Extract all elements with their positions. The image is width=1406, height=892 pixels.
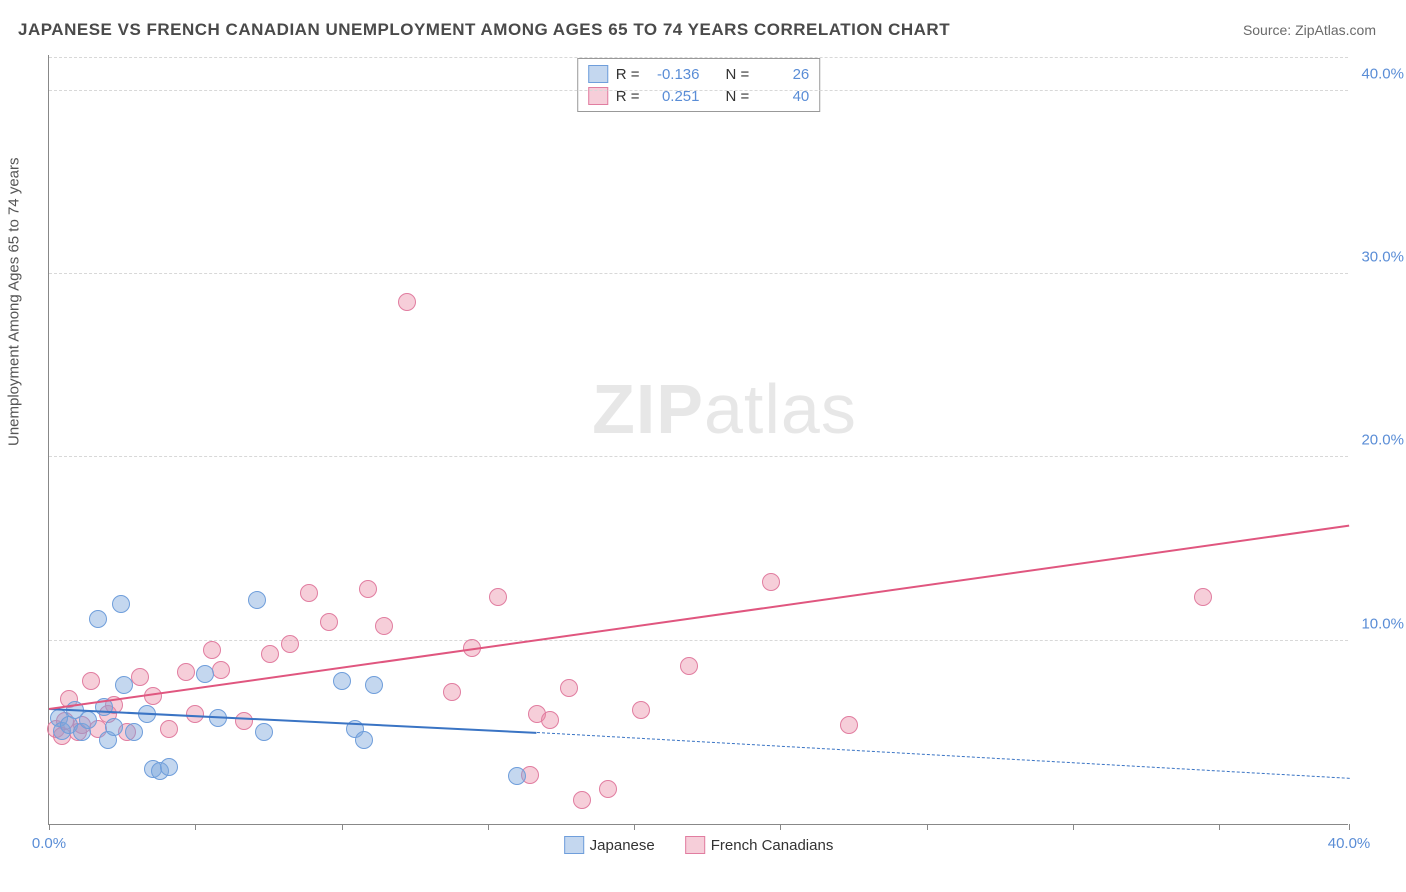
stats-row-japanese: R = -0.136 N = 26	[588, 63, 810, 85]
x-tick	[634, 824, 635, 830]
data-point	[1194, 588, 1212, 606]
r-value-japanese: -0.136	[648, 66, 700, 83]
data-point	[680, 657, 698, 675]
gridline-h	[49, 640, 1348, 641]
data-point	[365, 676, 383, 694]
legend-item-japanese: Japanese	[564, 836, 655, 854]
data-point	[79, 711, 97, 729]
data-point	[131, 668, 149, 686]
x-tick	[927, 824, 928, 830]
data-point	[281, 635, 299, 653]
data-point	[125, 723, 143, 741]
data-point	[203, 641, 221, 659]
x-tick	[342, 824, 343, 830]
x-tick	[1349, 824, 1350, 830]
data-point	[300, 584, 318, 602]
x-tick	[49, 824, 50, 830]
data-point	[112, 595, 130, 613]
data-point	[489, 588, 507, 606]
x-tick	[488, 824, 489, 830]
stats-row-french: R = 0.251 N = 40	[588, 85, 810, 107]
gridline-h	[49, 90, 1348, 91]
scatter-plot-area: ZIPatlas R = -0.136 N = 26 R = 0.251 N =…	[48, 55, 1348, 825]
trend-line	[49, 524, 1349, 709]
trend-line	[536, 732, 1349, 779]
x-tick	[780, 824, 781, 830]
watermark-rest: atlas	[704, 370, 857, 448]
legend-item-french: French Canadians	[685, 836, 834, 854]
y-tick-label: 30.0%	[1354, 249, 1404, 266]
data-point	[375, 617, 393, 635]
data-point	[248, 591, 266, 609]
source-attribution: Source: ZipAtlas.com	[1243, 22, 1376, 38]
n-value-japanese: 26	[757, 66, 809, 83]
watermark-bold: ZIP	[592, 370, 704, 448]
n-label: N =	[726, 66, 750, 83]
x-tick	[195, 824, 196, 830]
swatch-japanese	[588, 65, 608, 83]
gridline-h	[49, 57, 1348, 58]
x-tick	[1073, 824, 1074, 830]
data-point	[355, 731, 373, 749]
data-point	[632, 701, 650, 719]
data-point	[177, 663, 195, 681]
legend-label-japanese: Japanese	[590, 837, 655, 854]
x-tick-label: 0.0%	[32, 835, 66, 852]
data-point	[255, 723, 273, 741]
gridline-h	[49, 273, 1348, 274]
chart-title: JAPANESE VS FRENCH CANADIAN UNEMPLOYMENT…	[18, 20, 950, 40]
y-tick-label: 40.0%	[1354, 65, 1404, 82]
legend-label-french: French Canadians	[711, 837, 834, 854]
data-point	[333, 672, 351, 690]
data-point	[508, 767, 526, 785]
data-point	[320, 613, 338, 631]
data-point	[359, 580, 377, 598]
data-point	[840, 716, 858, 734]
data-point	[82, 672, 100, 690]
data-point	[89, 610, 107, 628]
data-point	[573, 791, 591, 809]
y-axis-title: Unemployment Among Ages 65 to 74 years	[6, 157, 23, 446]
data-point	[541, 711, 559, 729]
legend: Japanese French Canadians	[564, 836, 834, 854]
data-point	[160, 720, 178, 738]
legend-swatch-japanese	[564, 836, 584, 854]
data-point	[212, 661, 230, 679]
x-tick	[1219, 824, 1220, 830]
data-point	[196, 665, 214, 683]
r-label: R =	[616, 66, 640, 83]
data-point	[105, 718, 123, 736]
data-point	[160, 758, 178, 776]
x-tick-label: 40.0%	[1328, 835, 1371, 852]
data-point	[261, 645, 279, 663]
data-point	[560, 679, 578, 697]
data-point	[235, 712, 253, 730]
y-tick-label: 10.0%	[1354, 615, 1404, 632]
legend-swatch-french	[685, 836, 705, 854]
y-tick-label: 20.0%	[1354, 432, 1404, 449]
data-point	[115, 676, 133, 694]
watermark-text: ZIPatlas	[592, 369, 857, 449]
data-point	[443, 683, 461, 701]
data-point	[599, 780, 617, 798]
correlation-stats-box: R = -0.136 N = 26 R = 0.251 N = 40	[577, 58, 821, 112]
data-point	[762, 573, 780, 591]
gridline-h	[49, 456, 1348, 457]
data-point	[398, 293, 416, 311]
